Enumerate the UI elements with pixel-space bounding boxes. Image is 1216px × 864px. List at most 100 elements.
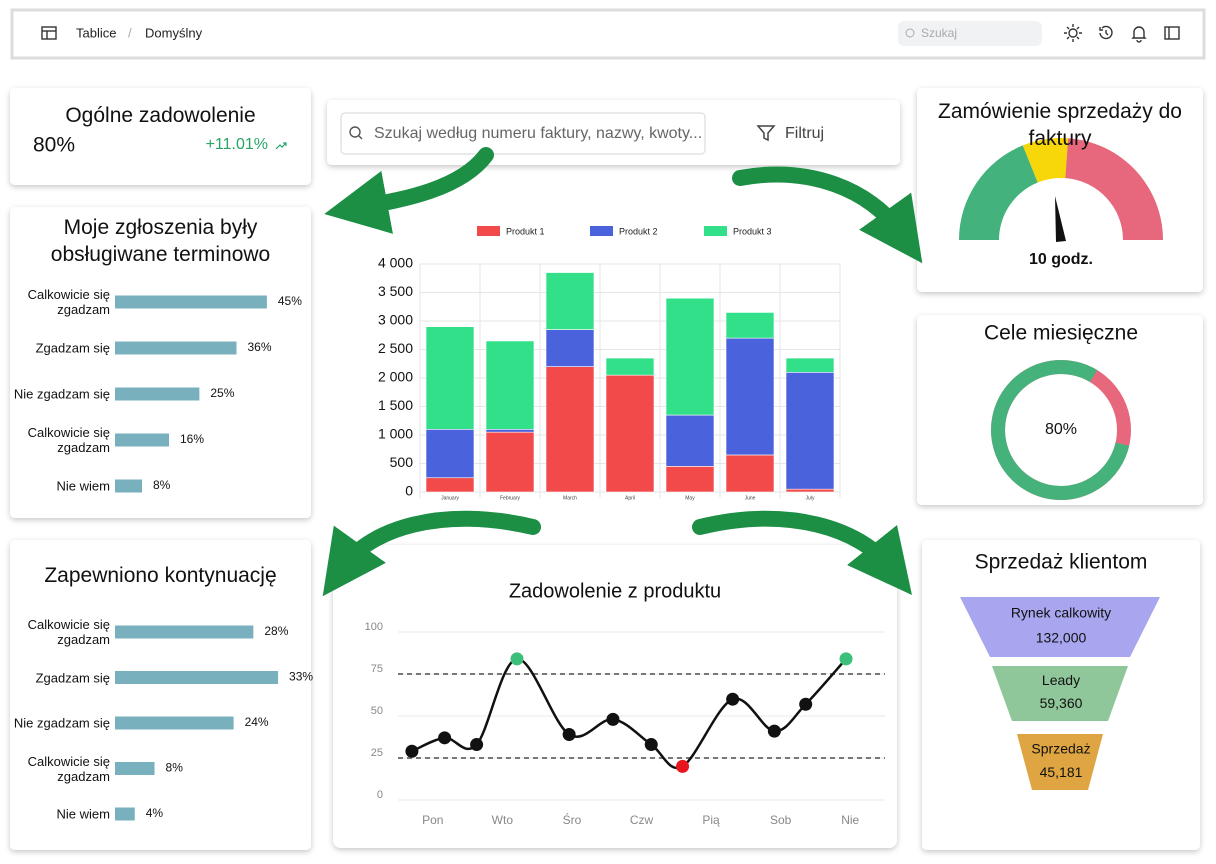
stage-value: 59,360 — [1040, 695, 1083, 711]
legend-label: Produkt 2 — [619, 226, 658, 236]
category-label: Calkowicie się zgadzam — [27, 617, 110, 647]
value-label: 4% — [146, 806, 164, 820]
value-label: 33% — [289, 670, 313, 684]
bar-segment — [725, 337, 775, 456]
breadcrumb[interactable]: Domyślny — [145, 25, 203, 40]
card-title: Zapewniono kontynuację — [44, 564, 277, 587]
y-tick-label: 25 — [371, 747, 383, 759]
trend-icon — [275, 142, 287, 150]
x-tick-label: Pon — [422, 813, 443, 827]
bar-segment — [665, 297, 715, 416]
arrow — [692, 510, 913, 595]
bar-segment — [545, 366, 595, 493]
card-title: Ogólne zadowolenie — [65, 104, 256, 127]
sidebar-icon[interactable] — [1164, 26, 1180, 40]
value-label: 24% — [245, 715, 269, 729]
x-tick-label: Nie — [841, 813, 859, 827]
legend-swatch — [590, 226, 613, 236]
value-label: 8% — [166, 761, 184, 775]
bar-segment — [725, 312, 775, 339]
category-label: Nie wiem — [56, 806, 110, 822]
y-tick-label: 0 — [377, 789, 383, 801]
value-label: 8% — [153, 478, 171, 492]
value-label: 16% — [180, 432, 204, 446]
card-title: Moje zgłoszenia były obsługiwane termino… — [50, 216, 271, 266]
y-tick-label: 500 — [390, 454, 414, 470]
invoice-search-placeholder: Szukaj według numeru faktury, nazwy, kwo… — [374, 125, 702, 142]
bar-segment — [665, 414, 715, 467]
y-tick-label: 3 000 — [378, 312, 413, 328]
category-label: Calkowicie się zgadzam — [27, 287, 110, 317]
filter-icon[interactable] — [756, 125, 776, 142]
theme-icon[interactable] — [1064, 24, 1082, 42]
value-label: 28% — [264, 624, 288, 638]
gauge-segment — [1022, 138, 1069, 183]
point — [562, 727, 576, 741]
y-tick-label: 1 500 — [378, 397, 413, 413]
bell-icon[interactable] — [1131, 26, 1147, 43]
bar — [115, 671, 279, 684]
breadcrumb[interactable]: Tablice — [76, 25, 116, 40]
funnel-stage — [1017, 734, 1103, 790]
x-tick-label: Śro — [563, 812, 582, 827]
card-title: Zamówienie sprzedaży do faktury — [938, 100, 1182, 150]
filter-button[interactable]: Filtruj — [785, 125, 824, 142]
bar-segment — [545, 272, 595, 330]
legend-label: Produkt 3 — [733, 226, 772, 236]
card-title: Cele miesięczne — [984, 322, 1138, 345]
y-tick-label: 50 — [371, 705, 383, 717]
gauge-segment — [1065, 138, 1163, 240]
x-tick-label: April — [625, 495, 635, 501]
value-label: 36% — [248, 340, 272, 354]
search-box[interactable] — [898, 21, 1042, 46]
funnel-stage — [992, 666, 1128, 721]
y-tick-label: 3 500 — [378, 283, 413, 299]
bar-segment — [485, 428, 535, 433]
funnel-stage — [960, 597, 1160, 657]
gauge-label: 10 godz. — [1029, 251, 1093, 268]
kpi-value: 80% — [33, 134, 75, 157]
bar-segment — [545, 329, 595, 367]
breadcrumb-separator: / — [128, 25, 132, 40]
stage-value: 132,000 — [1036, 630, 1087, 646]
x-tick-label: Wto — [492, 813, 514, 827]
search-placeholder: Szukaj — [921, 26, 957, 40]
point — [510, 652, 524, 666]
point — [470, 738, 484, 752]
x-tick-label: July — [806, 495, 815, 501]
bar — [115, 716, 234, 730]
kpi-change: +11.01% — [206, 136, 268, 153]
x-tick-label: January — [441, 495, 459, 501]
y-tick-label: 100 — [365, 621, 383, 633]
search-icon — [349, 126, 361, 138]
category-label: Nie zgadzam się — [13, 386, 110, 402]
point — [644, 738, 658, 752]
legend-swatch — [704, 226, 727, 236]
bar-segment — [425, 477, 475, 493]
x-tick-label: Sob — [770, 813, 792, 827]
category-label: Zgadzam się — [35, 340, 110, 356]
value-label: 45% — [278, 294, 302, 308]
x-tick-label: Czw — [630, 813, 654, 827]
history-icon[interactable] — [1099, 25, 1113, 40]
invoice-search-input[interactable] — [340, 112, 706, 155]
card-title: Sprzedaż klientom — [975, 551, 1148, 574]
bar — [115, 479, 142, 493]
card — [917, 88, 1203, 292]
donut-label: 80% — [1045, 421, 1077, 438]
x-tick-label: March — [563, 495, 577, 501]
category-label: Nie wiem — [56, 478, 110, 494]
y-tick-label: 1 000 — [378, 426, 413, 442]
search-icon — [358, 135, 363, 140]
stage-name: Rynek calkowity — [1011, 605, 1111, 621]
value-label: 25% — [210, 386, 234, 400]
point — [726, 692, 740, 706]
bar-segment — [785, 488, 835, 493]
point — [606, 712, 620, 726]
y-tick-label: 0 — [405, 483, 413, 499]
y-tick-label: 2 500 — [378, 340, 413, 356]
x-tick-label: Pią — [702, 813, 720, 827]
legend-swatch — [477, 226, 500, 236]
bar-segment — [665, 466, 715, 493]
